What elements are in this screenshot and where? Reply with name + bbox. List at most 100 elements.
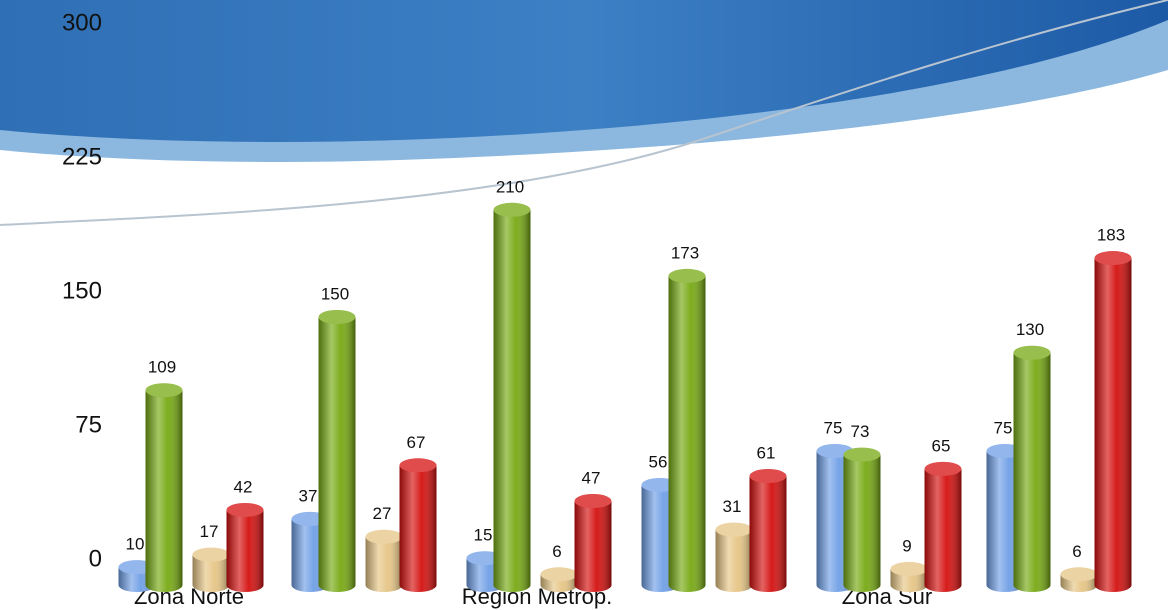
cylinder-top xyxy=(365,529,403,544)
cylinder-body-shade xyxy=(843,454,881,585)
cylinder-top-highlight xyxy=(924,461,962,476)
cylinder-top-highlight xyxy=(843,447,881,462)
cylinder xyxy=(145,383,183,592)
value-label: 65 xyxy=(932,436,951,455)
cylinder xyxy=(715,522,753,592)
cylinder-top-highlight xyxy=(574,494,612,509)
cylinder-top xyxy=(399,458,437,473)
cylinder xyxy=(1013,345,1051,592)
y-tick-label: 0 xyxy=(89,545,102,572)
cylinder-top xyxy=(890,561,928,576)
cylinder-body-shade xyxy=(1013,352,1051,585)
cylinder xyxy=(399,458,437,592)
cylinder-top xyxy=(145,383,183,398)
cylinder-body-shade xyxy=(145,390,183,585)
y-tick-label: 75 xyxy=(75,411,102,438)
cylinder xyxy=(540,567,578,592)
value-label: 150 xyxy=(321,284,349,303)
cylinder-body-shade xyxy=(574,501,612,585)
cylinder-top xyxy=(493,202,531,217)
value-label: 42 xyxy=(234,477,253,496)
cylinder-top-highlight xyxy=(1060,567,1098,582)
value-label: 67 xyxy=(407,433,426,452)
cylinder xyxy=(890,561,928,592)
cylinder-top-highlight xyxy=(226,502,264,517)
value-label: 10 xyxy=(126,535,145,554)
cylinder xyxy=(924,461,962,592)
cylinder-top-highlight xyxy=(145,383,183,398)
cylinder-top-highlight xyxy=(540,567,578,582)
value-label: 75 xyxy=(994,418,1013,437)
cylinder-top xyxy=(715,522,753,537)
cylinder-top xyxy=(1060,567,1098,582)
cylinder-top-highlight xyxy=(1094,251,1132,266)
cylinder-top xyxy=(574,494,612,509)
value-label: 56 xyxy=(649,452,668,471)
cylinder xyxy=(226,502,264,592)
value-label: 6 xyxy=(1072,542,1081,561)
value-label: 47 xyxy=(582,469,601,488)
cylinder-top xyxy=(843,447,881,462)
cylinder xyxy=(493,202,531,592)
cylinder-top xyxy=(1013,345,1051,360)
cylinder-top xyxy=(924,461,962,476)
y-tick-label: 150 xyxy=(62,277,102,304)
cylinder-top-highlight xyxy=(749,469,787,484)
cylinder-top-highlight xyxy=(1013,345,1051,360)
value-label: 6 xyxy=(552,542,561,561)
cylinder-body-shade xyxy=(226,509,264,585)
value-label: 130 xyxy=(1016,320,1044,339)
value-label: 9 xyxy=(902,536,911,555)
cylinder-top xyxy=(749,469,787,484)
cylinder-top-highlight xyxy=(493,202,531,217)
cylinder-body-shade xyxy=(715,529,753,585)
value-label: 173 xyxy=(671,243,699,262)
value-label: 210 xyxy=(496,177,524,196)
cylinder-top-highlight xyxy=(668,268,706,283)
cylinder-top-highlight xyxy=(890,561,928,576)
background-line xyxy=(0,0,1168,226)
value-label: 37 xyxy=(299,486,318,505)
cylinder-top-highlight xyxy=(399,458,437,473)
value-label: 75 xyxy=(824,418,843,437)
cylinder xyxy=(192,547,230,592)
cylinder-top xyxy=(1094,251,1132,266)
background-swoosh xyxy=(0,0,1168,142)
cylinder xyxy=(574,494,612,592)
cylinder xyxy=(365,529,403,592)
cylinder-top-highlight xyxy=(365,529,403,544)
value-label: 109 xyxy=(148,358,176,377)
value-label: 73 xyxy=(851,422,870,441)
cylinder-top-highlight xyxy=(715,522,753,537)
cylinder-body-shade xyxy=(668,275,706,585)
cylinder xyxy=(1060,567,1098,592)
cylinder xyxy=(668,268,706,592)
cylinder-top xyxy=(226,502,264,517)
cylinder-body-shade xyxy=(924,468,962,585)
cylinder xyxy=(318,310,356,592)
y-tick-label: 225 xyxy=(62,143,102,170)
value-label: 183 xyxy=(1097,226,1125,245)
cylinder-body-shade xyxy=(1094,258,1132,585)
cylinder-top-highlight xyxy=(318,310,356,324)
cylinder-body-shade xyxy=(399,465,437,585)
cylinder-body-shade xyxy=(365,536,403,585)
cylinder-body-shade xyxy=(749,476,787,585)
cylinder xyxy=(1094,251,1132,592)
cylinder xyxy=(749,469,787,592)
value-label: 17 xyxy=(200,522,219,541)
value-label: 61 xyxy=(757,443,776,462)
cylinder-top xyxy=(668,268,706,283)
cylinder-top-highlight xyxy=(192,547,230,562)
value-label: 27 xyxy=(373,504,392,523)
cylinder-body-shade xyxy=(318,317,356,585)
cylinder-top xyxy=(318,310,356,324)
y-tick-label: 300 xyxy=(62,9,102,36)
cylinder-top xyxy=(192,547,230,562)
cylinder xyxy=(843,447,881,592)
value-label: 15 xyxy=(474,526,493,545)
value-label: 31 xyxy=(723,497,742,516)
cylinder-top xyxy=(540,567,578,582)
cylinder-body-shade xyxy=(493,209,531,586)
